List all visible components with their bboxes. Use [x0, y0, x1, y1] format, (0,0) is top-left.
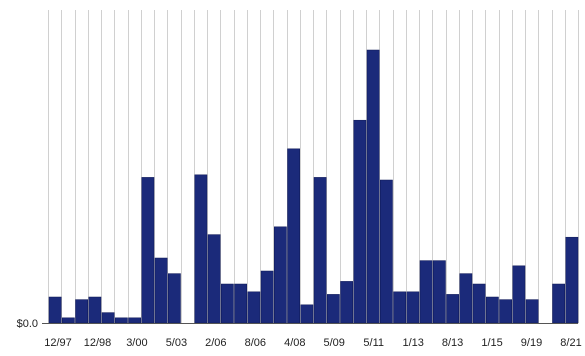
x-tick-label: 9/19 — [521, 337, 542, 349]
bar — [274, 226, 287, 324]
bar — [459, 273, 473, 324]
bar — [75, 299, 88, 324]
bar — [353, 119, 367, 324]
x-tick-label: 12/98 — [84, 337, 112, 349]
bar — [419, 260, 433, 324]
bar — [48, 296, 62, 324]
bar — [512, 265, 526, 324]
x-tick-label: 2/06 — [205, 337, 226, 349]
x-tick-label: 8/21 — [560, 337, 581, 349]
bar — [115, 317, 128, 324]
bar-series — [48, 49, 579, 324]
bar — [234, 283, 247, 324]
bar — [380, 179, 393, 324]
bar — [247, 291, 261, 324]
x-tick-label: 1/15 — [481, 337, 502, 349]
bar — [62, 317, 75, 324]
bar — [300, 304, 314, 324]
bar — [525, 299, 539, 324]
bar — [433, 260, 446, 324]
bar — [101, 312, 115, 324]
bar — [260, 270, 274, 324]
y-tick-label: $0.0 — [17, 318, 38, 330]
bar — [194, 174, 208, 324]
bar — [154, 257, 168, 324]
x-tick-label: 5/03 — [166, 337, 187, 349]
x-tick-label: 4/08 — [284, 337, 305, 349]
bar — [552, 283, 565, 324]
bar — [366, 49, 380, 324]
bar — [472, 283, 486, 324]
bar — [486, 296, 499, 324]
bar — [207, 234, 221, 324]
bar — [499, 299, 512, 324]
bar — [313, 177, 327, 324]
bar — [141, 177, 155, 324]
bar — [287, 148, 300, 324]
bar — [446, 294, 459, 324]
bar — [88, 296, 102, 324]
x-axis-tick-labels: 12/97 12/98 3/00 5/03 2/06 8/06 4/08 5/09 5/11 1/… — [44, 337, 581, 349]
bar — [565, 236, 579, 324]
x-tick-label: 12/97 — [44, 337, 72, 349]
x-tick-label: 5/11 — [363, 337, 384, 349]
x-tick-label: 8/13 — [442, 337, 463, 349]
x-tick-label: 3/00 — [126, 337, 147, 349]
bar — [168, 273, 181, 324]
bar — [406, 291, 420, 324]
x-tick-label: 8/06 — [245, 337, 266, 349]
x-tick-label: 5/09 — [323, 337, 344, 349]
vertical-gridlines — [48, 10, 579, 323]
bar — [221, 283, 234, 324]
y-axis-labels: $0.0 — [17, 318, 38, 330]
bar — [128, 317, 141, 324]
bar — [393, 291, 406, 324]
bar — [327, 294, 340, 324]
x-tick-label: 1/13 — [402, 337, 423, 349]
bar — [340, 281, 353, 324]
